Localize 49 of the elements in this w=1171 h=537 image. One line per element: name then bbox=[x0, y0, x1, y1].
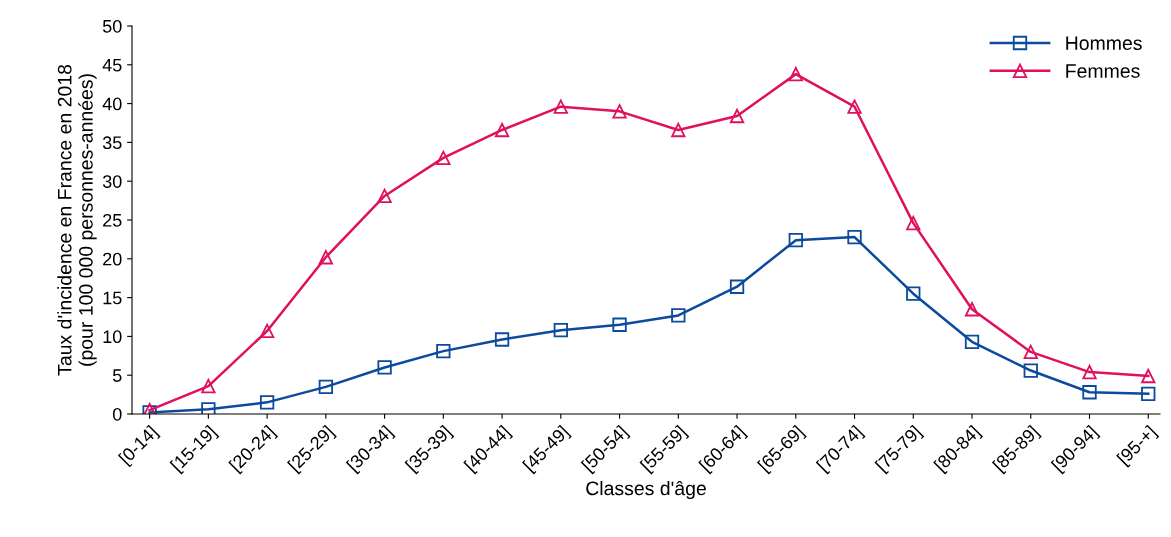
point bbox=[259, 323, 275, 339]
y-tick-label: 35 bbox=[102, 136, 122, 150]
point bbox=[377, 360, 392, 375]
point bbox=[906, 286, 921, 301]
point bbox=[671, 308, 686, 323]
point bbox=[553, 323, 568, 338]
point bbox=[671, 122, 686, 138]
y-tick-label: 30 bbox=[102, 175, 122, 188]
point bbox=[553, 99, 568, 114]
point bbox=[1023, 363, 1038, 378]
y-axis-title: Taux d'incidence en France en 2018 (pour 100 000 personnes-années) bbox=[57, 64, 97, 376]
point bbox=[612, 104, 627, 119]
point bbox=[494, 122, 510, 138]
point bbox=[1082, 385, 1097, 400]
point bbox=[436, 343, 451, 359]
point bbox=[377, 188, 392, 204]
y-tick-label: 25 bbox=[103, 213, 122, 227]
point bbox=[1023, 344, 1038, 360]
y-tick-label: 0 bbox=[112, 407, 122, 421]
x-axis-title: Classes d'âge bbox=[586, 480, 706, 500]
point bbox=[964, 334, 980, 349]
y-tick-label: 15 bbox=[103, 291, 122, 305]
point bbox=[1082, 364, 1097, 380]
point bbox=[788, 66, 803, 82]
point bbox=[788, 233, 803, 248]
point bbox=[1141, 368, 1156, 384]
point bbox=[201, 378, 216, 394]
y-tick-label: 45 bbox=[102, 58, 122, 72]
point bbox=[318, 250, 334, 265]
legend-label: Hommes bbox=[1066, 36, 1142, 51]
point bbox=[436, 150, 451, 166]
point bbox=[612, 317, 627, 332]
point bbox=[847, 99, 862, 114]
point bbox=[729, 108, 745, 124]
point bbox=[847, 229, 862, 245]
y-tick-label: 50 bbox=[102, 19, 122, 33]
point bbox=[1141, 386, 1156, 401]
y-tick-label: 20 bbox=[103, 252, 122, 266]
point bbox=[201, 402, 216, 414]
point bbox=[494, 332, 510, 347]
point bbox=[318, 379, 334, 394]
y-tick-label: 5 bbox=[112, 369, 122, 382]
point bbox=[259, 395, 275, 410]
y-tick-label: 10 bbox=[103, 330, 122, 344]
point bbox=[964, 302, 980, 317]
legend-label: Femmes bbox=[1066, 64, 1140, 78]
y-tick-label: 40 bbox=[102, 97, 122, 111]
point bbox=[729, 279, 745, 294]
point bbox=[906, 215, 921, 231]
